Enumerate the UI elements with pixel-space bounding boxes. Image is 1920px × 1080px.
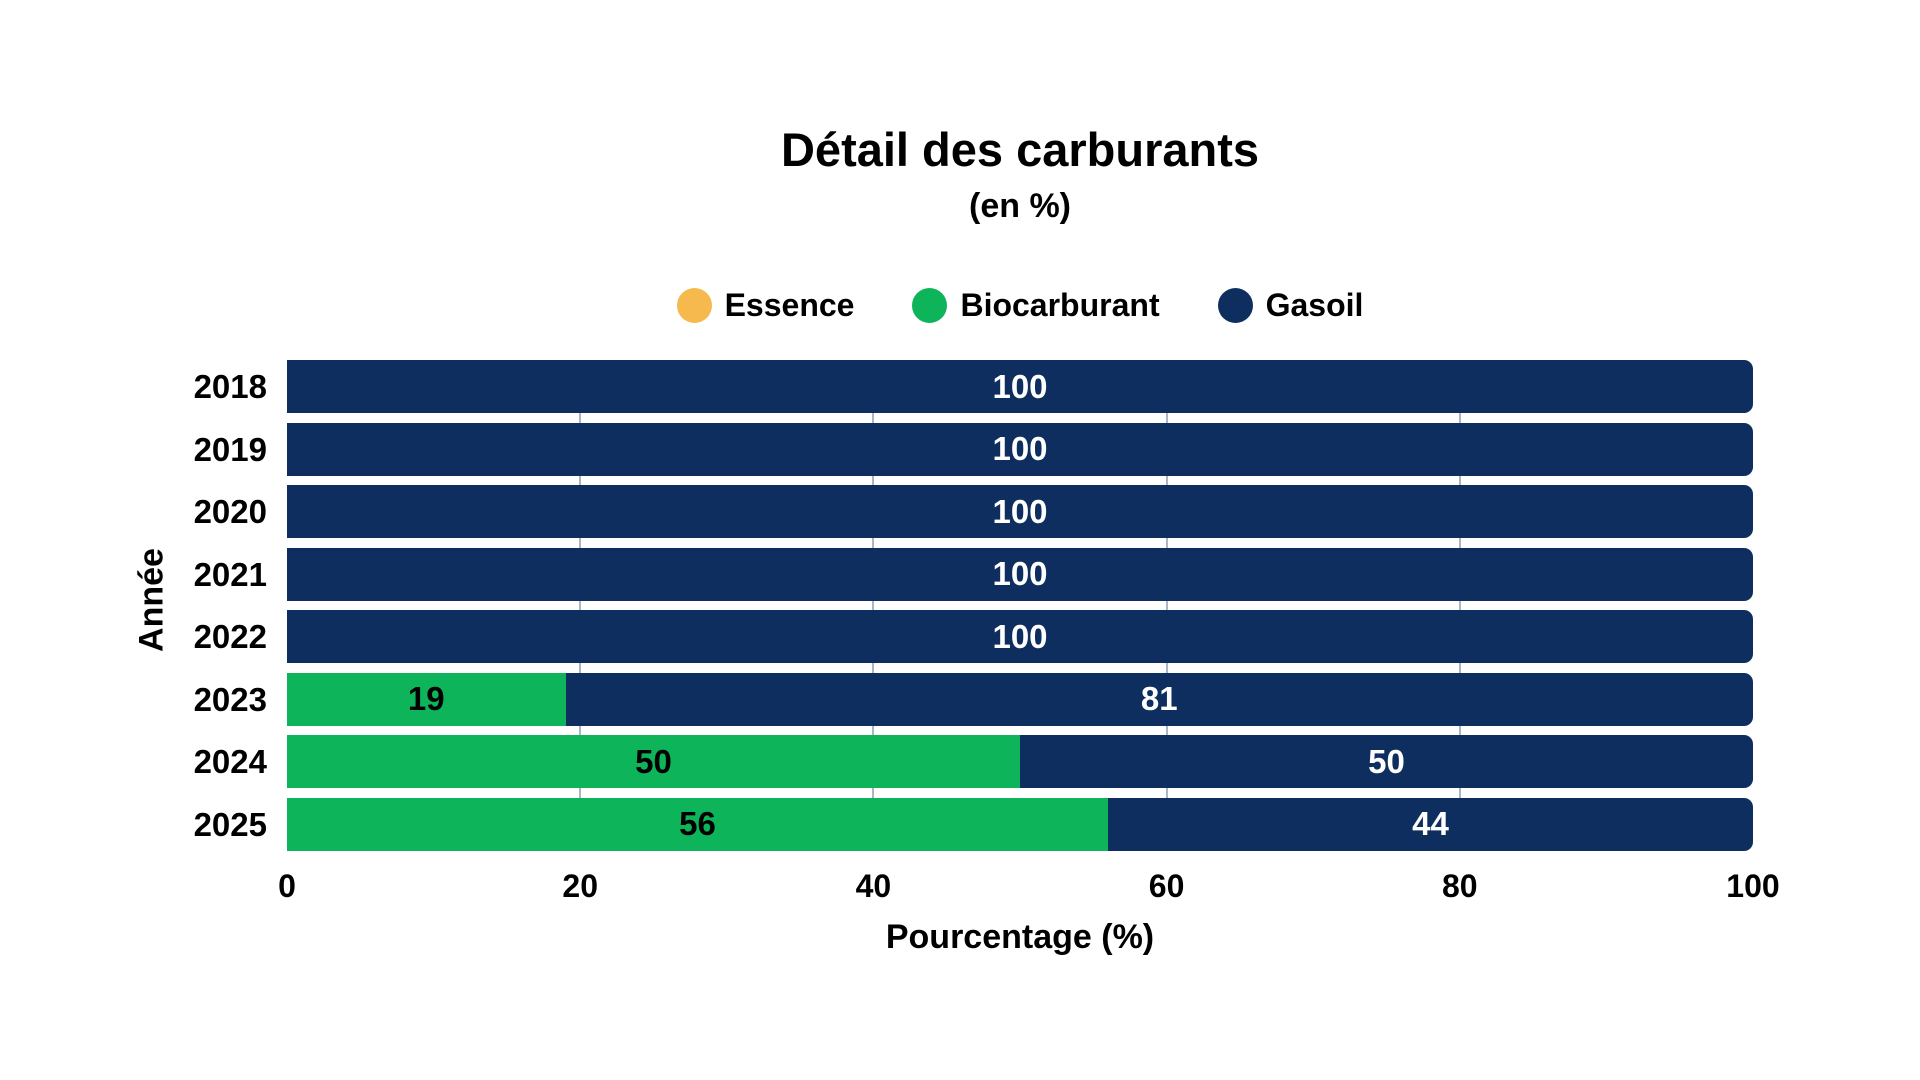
bar-value-label: 81: [1140, 680, 1178, 717]
gridline-x-60: [1165, 360, 1168, 851]
bar-value-label: 100: [992, 430, 1048, 467]
bar-segment-biocarburant-2023: 19: [287, 672, 566, 726]
bar-segment-gasoil-2018: 100: [287, 360, 1753, 413]
legend-label: Biocarburant: [960, 286, 1160, 323]
legend-item-gasoil: Gasoil: [1217, 286, 1364, 324]
chart-title: Détail des carburants: [780, 123, 1259, 176]
bar-value-label: 19: [407, 680, 445, 717]
bar-value-label: 50: [635, 742, 672, 780]
x-axis-title: Pourcentage (%): [885, 918, 1155, 956]
bar-row-2018: 100: [287, 360, 1753, 413]
bar-segment-gasoil-2024: 50: [1020, 735, 1753, 788]
bar-row-2022: 100: [287, 610, 1753, 663]
bar-value-label: 100: [992, 492, 1048, 530]
bar-segment-gasoil-2020: 100: [287, 485, 1753, 538]
bar-segment-gasoil-2025: 44: [1107, 797, 1753, 851]
xtick-label-80: 80: [1442, 868, 1478, 904]
ytick-label-2023: 2023: [193, 680, 267, 718]
chart-header: Détail des carburants (en %): [287, 122, 1753, 228]
bar-row-2020: 100: [287, 485, 1753, 538]
xtick-label-0: 0: [278, 868, 296, 904]
legend-label: Essence: [724, 286, 855, 323]
bar-value-label: 100: [992, 617, 1048, 655]
legend-dot-icon: [676, 287, 712, 323]
legend-label: Gasoil: [1265, 286, 1364, 323]
bar-row-2021: 100: [287, 547, 1753, 601]
bar-value-label: 100: [992, 367, 1048, 405]
bar-row-2025: 56 44: [287, 797, 1753, 851]
xtick-label-60: 60: [1148, 868, 1185, 904]
xtick-label-100: 100: [1726, 868, 1780, 904]
bar-segment-gasoil-2022: 100: [287, 610, 1753, 663]
chart-legend: Essence Biocarburant Gasoil: [287, 281, 1753, 329]
xtick-label-40: 40: [855, 868, 892, 904]
legend-item-essence: Essence: [676, 286, 855, 324]
ytick-label-2025: 2025: [193, 805, 267, 843]
ytick-label-2018: 2018: [193, 368, 267, 405]
ytick-label-2021: 2021: [193, 555, 267, 593]
gridline-x-40: [872, 360, 875, 851]
ytick-label-2020: 2020: [193, 493, 267, 530]
bar-row-2024: 50 50: [287, 735, 1753, 788]
bar-segment-gasoil-2019: 100: [287, 422, 1753, 476]
ytick-label-2022: 2022: [193, 618, 267, 655]
xtick-label-20: 20: [562, 868, 598, 904]
gridline-x-20: [579, 360, 582, 851]
gridline-x-80: [1458, 360, 1461, 851]
bar-value-label: 50: [1368, 742, 1405, 780]
bar-segment-gasoil-2021: 100: [287, 547, 1753, 601]
legend-item-biocarburant: Biocarburant: [912, 286, 1160, 324]
bar-value-label: 56: [679, 805, 716, 842]
bar-value-label: 44: [1412, 805, 1449, 842]
bar-segment-biocarburant-2024: 50: [287, 735, 1020, 788]
ytick-label-2019: 2019: [193, 430, 267, 468]
bar-segment-gasoil-2023: 81: [565, 672, 1753, 726]
chart-subtitle: (en %): [969, 187, 1071, 225]
bar-row-2023: 19 81: [287, 672, 1753, 726]
bar-row-2019: 100: [287, 422, 1753, 476]
legend-dot-icon: [1217, 287, 1253, 323]
ytick-label-2024: 2024: [193, 743, 267, 780]
legend-dot-icon: [912, 287, 948, 323]
bar-segment-biocarburant-2025: 56: [287, 797, 1108, 851]
bar-value-label: 100: [992, 555, 1048, 592]
